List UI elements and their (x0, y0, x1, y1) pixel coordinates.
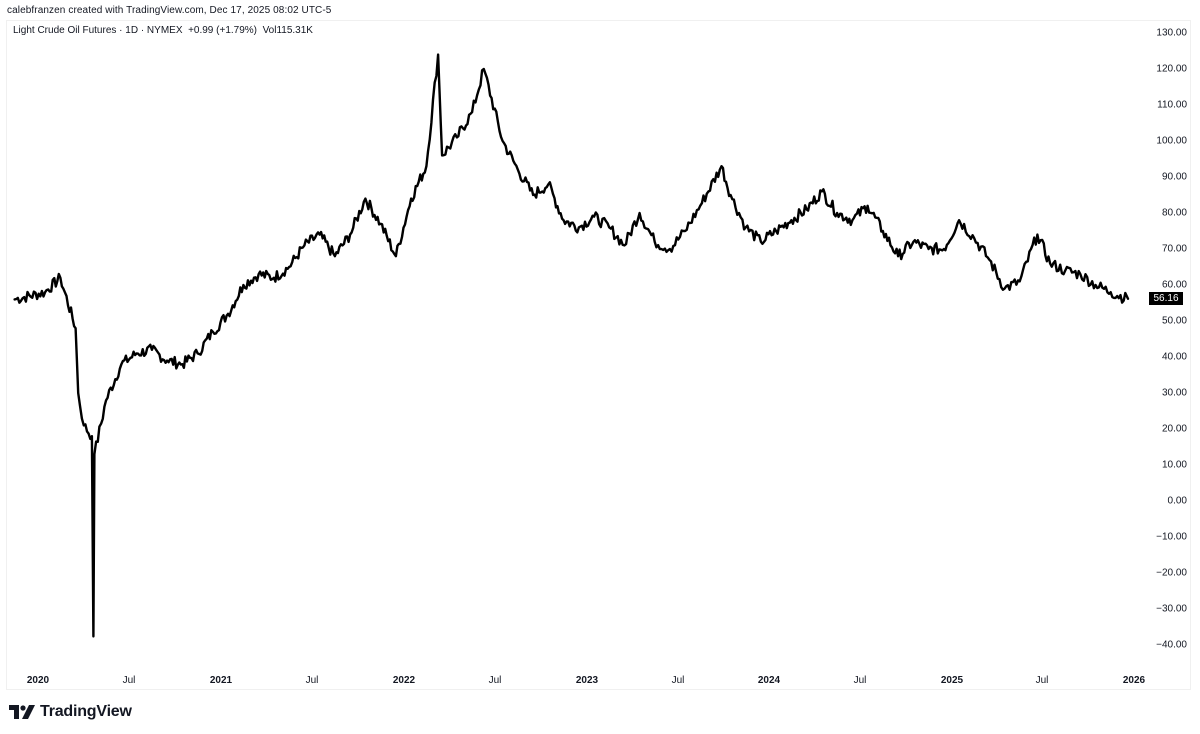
volume: Vol115.31K (262, 25, 313, 36)
chart-pane[interactable] (6, 20, 1191, 690)
tradingview-brand: TradingView (40, 703, 132, 720)
time-tick: 2025 (940, 675, 964, 686)
symbol-legend: Light Crude Oil Futures · 1D · NYMEX +0.… (13, 25, 313, 36)
time-tick: Jul (488, 675, 502, 686)
price-tick: 10.00 (1161, 459, 1187, 471)
price-tick: 120.00 (1156, 63, 1187, 75)
time-tick: 2026 (1122, 675, 1146, 686)
tradingview-logo-icon (9, 705, 35, 719)
chart-credit: calebfranzen created with TradingView.co… (7, 5, 332, 16)
price-tick: 0.00 (1167, 495, 1187, 507)
price-tick: −10.00 (1156, 531, 1187, 543)
price-tick: 80.00 (1161, 207, 1187, 219)
last-price-label: 56.16 (1149, 292, 1183, 305)
time-tick: Jul (671, 675, 685, 686)
price-tick: 100.00 (1156, 135, 1187, 147)
time-tick: 2021 (209, 675, 233, 686)
price-line (13, 53, 1130, 638)
tradingview-logo[interactable]: TradingView (9, 703, 132, 721)
time-tick: 2022 (392, 675, 416, 686)
price-tick: 30.00 (1161, 387, 1187, 399)
price-tick: 90.00 (1161, 171, 1187, 183)
price-change: +0.99 (+1.79%) (188, 25, 257, 36)
price-tick: −20.00 (1156, 567, 1187, 579)
symbol-title[interactable]: Light Crude Oil Futures · 1D · NYMEX (13, 25, 183, 36)
price-tick: 70.00 (1161, 243, 1187, 255)
price-tick: −30.00 (1156, 603, 1187, 615)
time-tick: 2020 (26, 675, 50, 686)
price-tick: −40.00 (1156, 639, 1187, 651)
time-tick: Jul (122, 675, 136, 686)
time-axis[interactable]: 2020 Jul 2021 Jul 2022 Jul 2023 Jul 2024 Jul 2025 J… (6, 672, 1145, 690)
price-axis[interactable]: 130.00 120.00 110.00 100.00 90.00 80.00 70.00 6… (1139, 20, 1191, 670)
time-tick: Jul (853, 675, 867, 686)
price-tick: 110.00 (1157, 99, 1187, 111)
price-tick: 20.00 (1161, 423, 1187, 435)
price-tick: 50.00 (1161, 315, 1187, 327)
time-tick: Jul (305, 675, 319, 686)
time-tick: 2023 (575, 675, 599, 686)
time-tick: 2024 (757, 675, 781, 686)
price-tick: 60.00 (1161, 279, 1187, 291)
price-tick: 40.00 (1161, 351, 1187, 363)
time-tick: Jul (1035, 675, 1049, 686)
price-tick: 130.00 (1156, 27, 1187, 39)
